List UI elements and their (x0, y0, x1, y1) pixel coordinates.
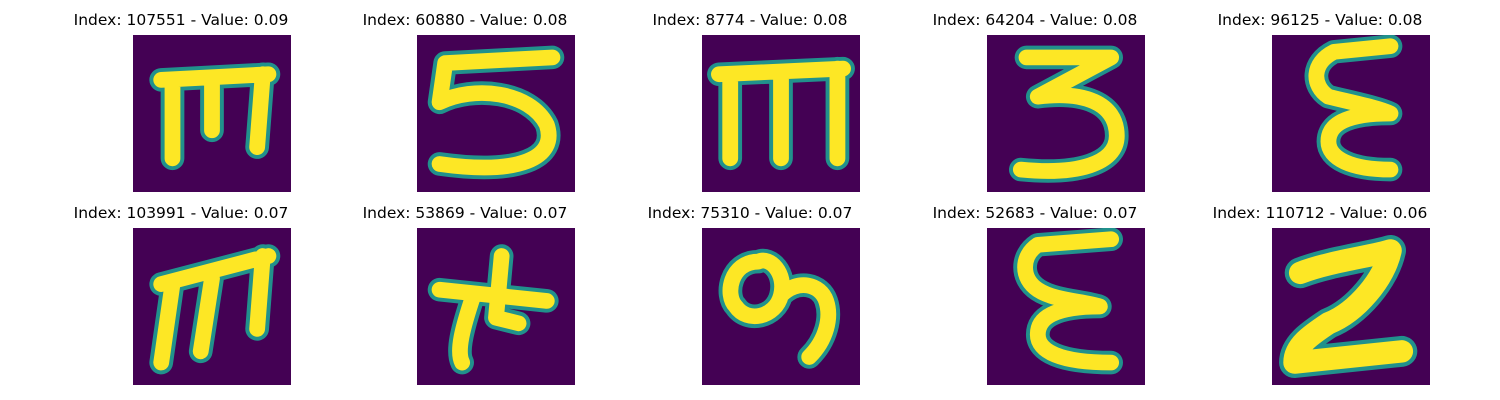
panel-8: Index: 75310 - Value: 0.07 (600, 193, 900, 386)
loop-9-shape-glyph (718, 248, 841, 369)
handwritten-glyph-image (702, 228, 860, 385)
panel-7: Index: 53869 - Value: 0.07 (315, 193, 615, 386)
panel-title: Index: 53869 - Value: 0.07 (362, 204, 568, 222)
handwritten-glyph-image (1272, 35, 1430, 192)
panel-3: Index: 8774 - Value: 0.08 (600, 0, 900, 193)
panel-title: Index: 96125 - Value: 0.08 (1217, 11, 1423, 29)
panel-title: Index: 107551 - Value: 0.09 (73, 11, 289, 29)
epsilon-shape-glyph (1013, 228, 1123, 375)
panel-title: Index: 64204 - Value: 0.08 (932, 11, 1138, 29)
m-shape-glyph (149, 244, 281, 375)
handwritten-glyph-image (133, 35, 291, 192)
panel-title: Index: 103991 - Value: 0.07 (73, 204, 289, 222)
handwritten-glyph-image (133, 228, 291, 385)
panel-10: Index: 110712 - Value: 0.06 (1170, 193, 1470, 386)
digit-2-glyph (1279, 235, 1418, 378)
panel-5: Index: 96125 - Value: 0.08 (1170, 0, 1470, 193)
panel-title: Index: 52683 - Value: 0.07 (932, 204, 1138, 222)
digit-3-glyph (1009, 45, 1129, 183)
handwritten-glyph-image (1272, 228, 1430, 385)
panel-title: Index: 8774 - Value: 0.08 (652, 11, 848, 29)
handwritten-glyph-image (987, 228, 1145, 385)
handwritten-glyph-image (417, 35, 575, 192)
panel-6: Index: 103991 - Value: 0.07 (31, 193, 331, 386)
star-shape-glyph (427, 244, 559, 375)
panel-title: Index: 60880 - Value: 0.08 (362, 11, 568, 29)
panel-9: Index: 52683 - Value: 0.07 (885, 193, 1185, 386)
panel-4: Index: 64204 - Value: 0.08 (885, 0, 1185, 193)
panel-title: Index: 75310 - Value: 0.07 (647, 204, 853, 222)
handwritten-glyph-image (702, 35, 860, 192)
handwritten-glyph-image (987, 35, 1145, 192)
digit-5-glyph (427, 45, 565, 180)
m-shape-glyph (707, 56, 855, 171)
epsilon-shape-glyph (1304, 35, 1403, 182)
panel-2: Index: 60880 - Value: 0.08 (315, 0, 615, 193)
panel-title: Index: 110712 - Value: 0.06 (1212, 204, 1428, 222)
panel-1: Index: 107551 - Value: 0.09 (31, 0, 331, 193)
handwritten-glyph-image (417, 228, 575, 385)
m-shape-glyph (149, 62, 281, 171)
